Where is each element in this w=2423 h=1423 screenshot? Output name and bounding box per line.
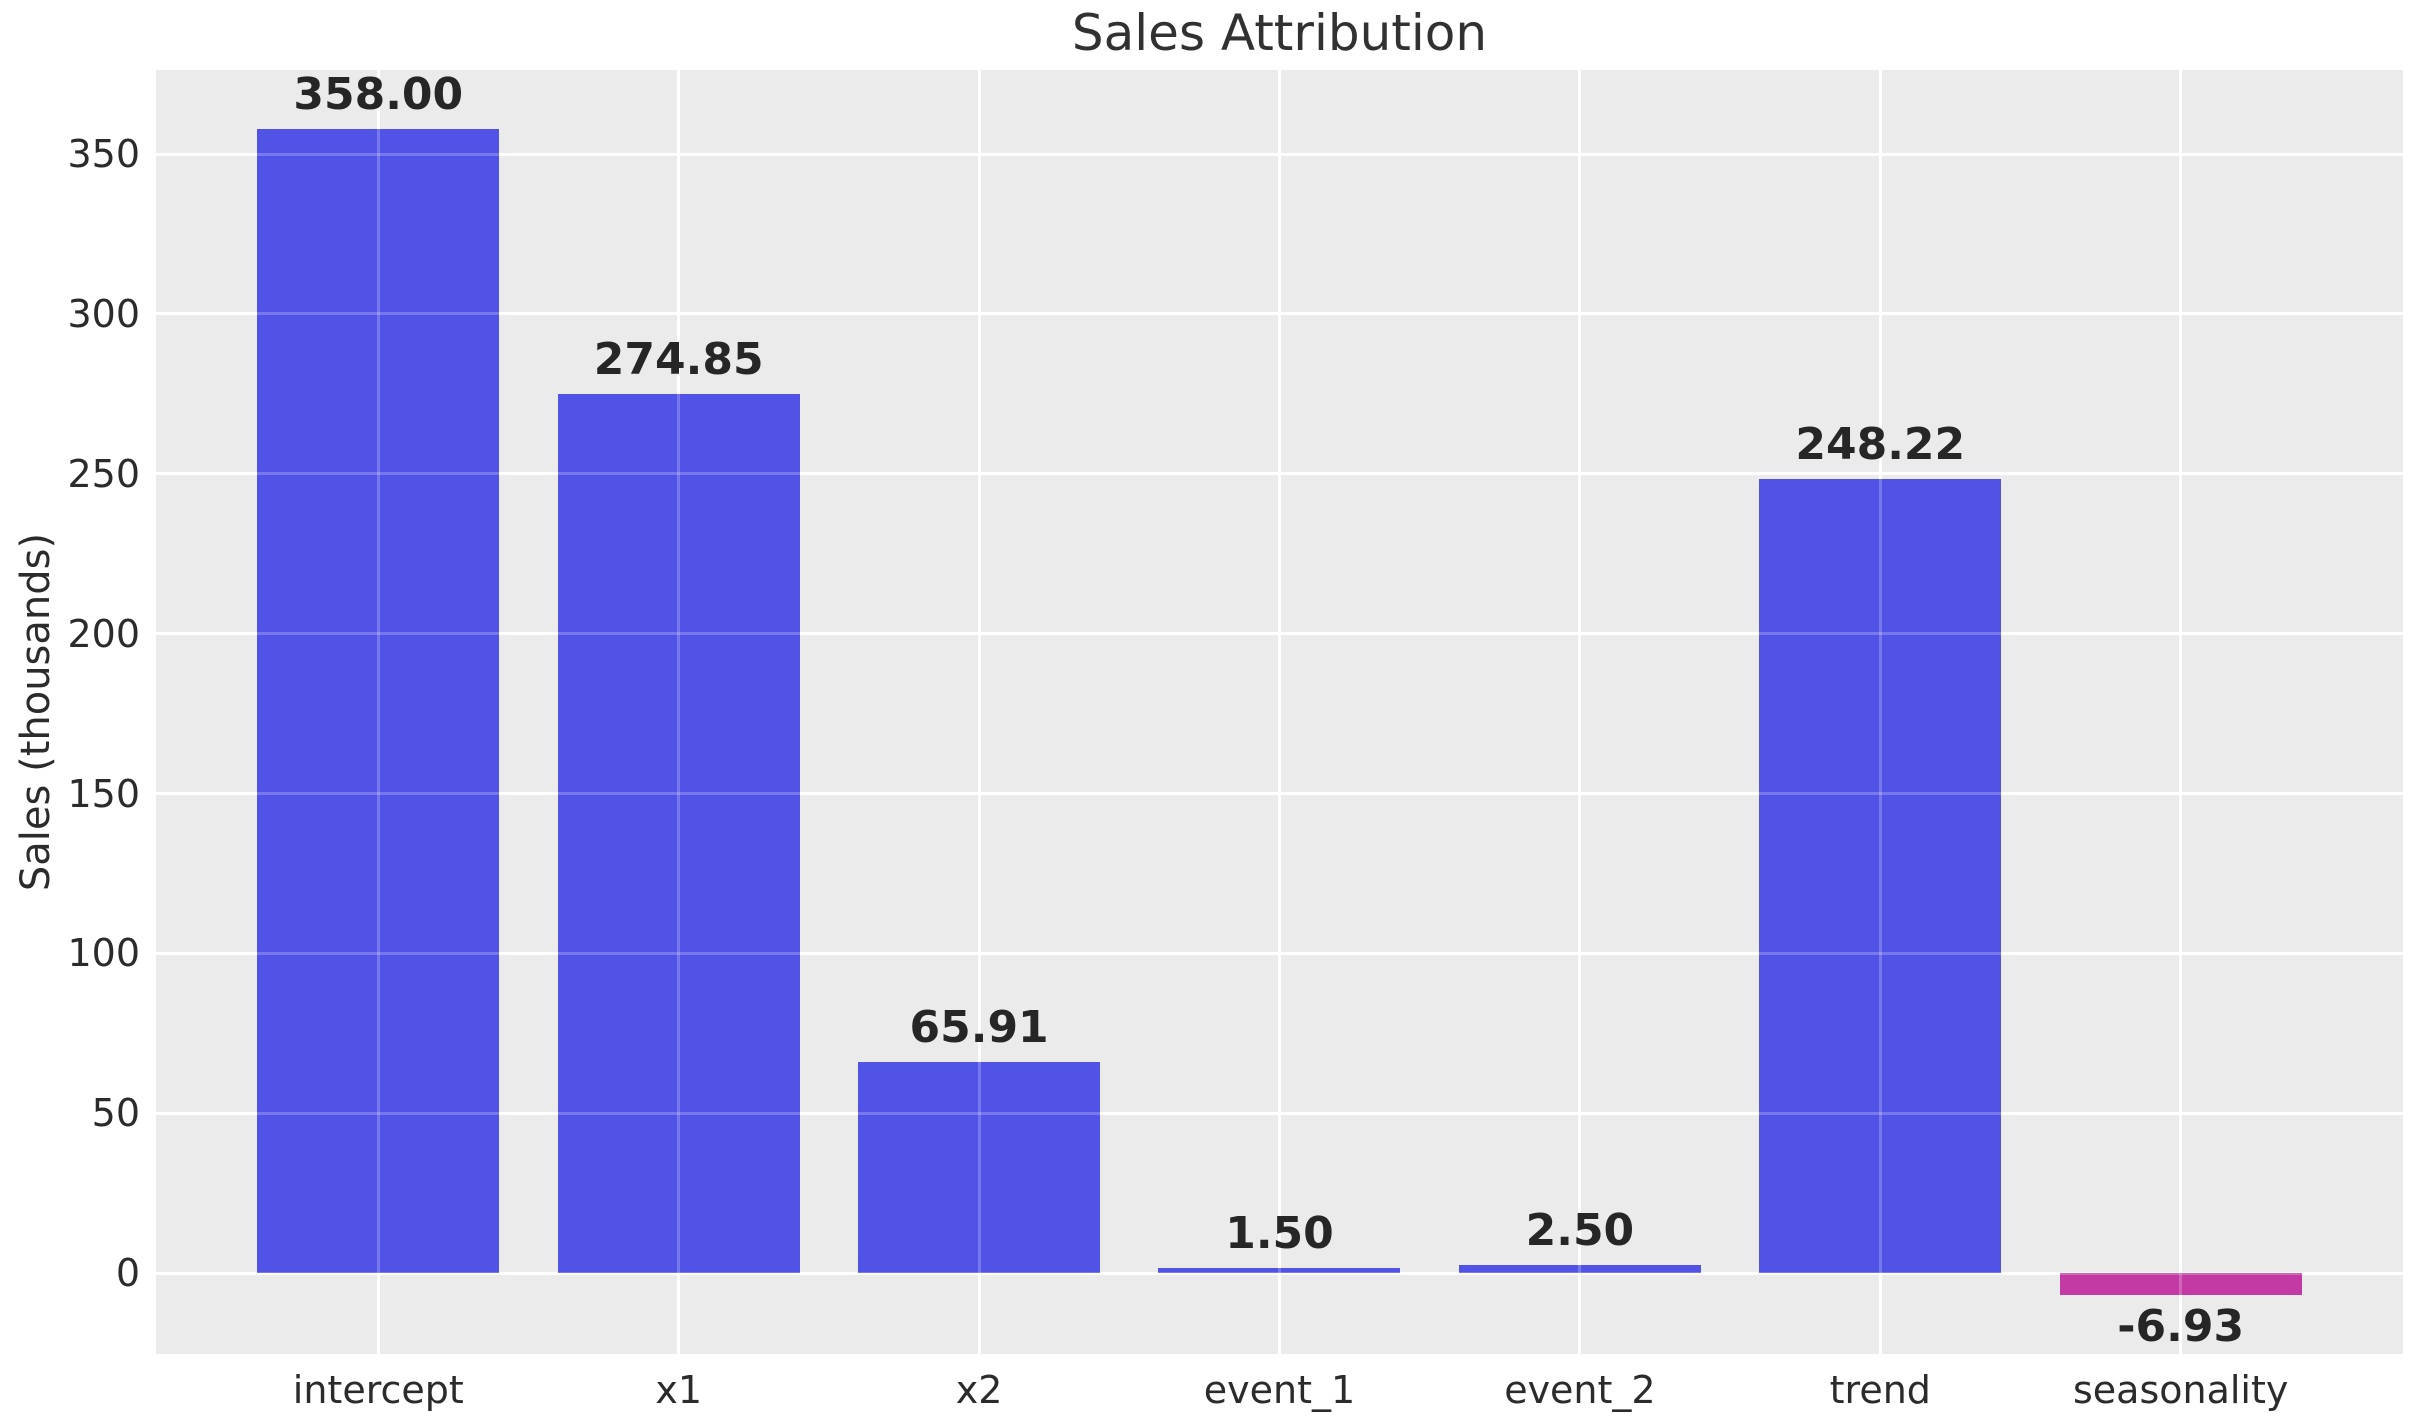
- x-tick-label: trend: [1829, 1368, 1931, 1412]
- y-tick-label: 0: [115, 1251, 140, 1296]
- x-grid-line-overlay: [677, 70, 681, 1354]
- bar-value-label: 248.22: [1795, 419, 1966, 471]
- x-grid-line-overlay: [376, 70, 380, 1354]
- bar-value-label: -6.93: [2117, 1301, 2245, 1353]
- bar-x1: [557, 394, 800, 1274]
- y-grid-line-overlay: [156, 312, 2403, 316]
- x-tick-label: seasonality: [2072, 1368, 2289, 1412]
- y-tick-label: 150: [67, 771, 140, 816]
- y-grid-line-overlay: [156, 1111, 2403, 1115]
- chart-title: Sales Attribution: [1071, 4, 1488, 62]
- x-grid-line-overlay: [1277, 70, 1281, 1354]
- x-grid-line: [977, 70, 981, 1354]
- y-axis-label: Sales (thousands): [13, 532, 59, 892]
- bar-event_1: [1158, 1268, 1401, 1274]
- y-tick-label: 200: [67, 611, 140, 656]
- x-grid-line-overlay: [1578, 70, 1582, 1354]
- x-tick-label: x2: [955, 1368, 1003, 1412]
- bar-intercept: [257, 128, 500, 1274]
- y-grid-line-overlay: [156, 951, 2403, 955]
- x-grid-line-overlay: [2179, 70, 2183, 1354]
- x-grid-line-overlay: [1878, 70, 1882, 1354]
- y-tick-label: 50: [91, 1091, 140, 1136]
- bar-event_2: [1458, 1265, 1701, 1274]
- y-tick-label: 250: [67, 451, 140, 496]
- y-grid-line-overlay: [156, 152, 2403, 156]
- x-grid-line: [2179, 70, 2183, 1354]
- x-tick-label: intercept: [292, 1368, 464, 1412]
- bar-value-label: 358.00: [293, 68, 464, 120]
- bar-value-label: 274.85: [593, 334, 764, 386]
- bar-x2: [858, 1062, 1101, 1274]
- y-grid-line-overlay: [156, 632, 2403, 636]
- bar-seasonality: [2059, 1273, 2302, 1296]
- x-grid-line-overlay: [977, 70, 981, 1354]
- x-tick-label: x1: [655, 1368, 703, 1412]
- y-grid-line-overlay: [156, 472, 2403, 476]
- y-grid-line-overlay: [156, 792, 2403, 796]
- y-grid-line-overlay: [156, 1271, 2403, 1275]
- y-tick-label: 100: [67, 931, 140, 976]
- bar-value-label: 2.50: [1525, 1205, 1635, 1257]
- y-tick-label: 300: [67, 291, 140, 336]
- x-tick-label: event_1: [1203, 1368, 1356, 1412]
- bar-value-label: 65.91: [909, 1002, 1049, 1054]
- y-tick-label: 350: [67, 132, 140, 177]
- x-tick-label: event_2: [1504, 1368, 1656, 1412]
- bar-trend: [1759, 479, 2002, 1274]
- x-grid-line: [1277, 70, 1281, 1354]
- x-grid-line: [1578, 70, 1582, 1354]
- bar-value-label: 1.50: [1225, 1208, 1334, 1260]
